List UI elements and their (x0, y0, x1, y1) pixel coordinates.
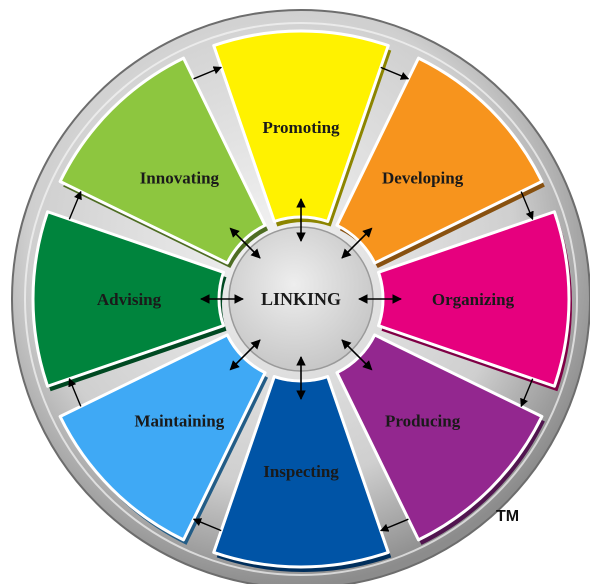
wheel-rim-inner-edge (24, 22, 578, 576)
arrow-icon (68, 190, 82, 220)
arrow-icon (68, 377, 82, 407)
arrow-icon (520, 191, 534, 221)
bidirectional-arrow-icon (229, 227, 261, 259)
center-label: LINKING (261, 289, 341, 309)
bidirectional-arrow-icon (341, 227, 373, 259)
bidirectional-arrow-icon (229, 339, 261, 371)
arrow-icon (379, 518, 409, 532)
segment-label-maintaining: Maintaining (135, 412, 225, 431)
trademark-mark: TM (496, 508, 520, 525)
arrow-icon (520, 378, 534, 408)
segment-label-innovating: Innovating (140, 168, 220, 187)
segment-label-producing: Producing (385, 412, 461, 431)
bidirectional-arrow-icon (341, 339, 373, 371)
arrow-icon (192, 518, 222, 532)
segment-label-organizing: Organizing (432, 290, 515, 309)
segment-label-advising: Advising (97, 290, 162, 309)
segments-layer: Promoting Developing Organizing Producing In… (31, 29, 572, 573)
connectors-layer (68, 66, 534, 532)
segment-label-promoting: Promoting (262, 118, 340, 137)
segment-label-developing: Developing (382, 168, 464, 187)
arrow-icon (380, 66, 410, 80)
arrow-icon (193, 66, 223, 80)
segment-label-inspecting: Inspecting (263, 462, 339, 481)
